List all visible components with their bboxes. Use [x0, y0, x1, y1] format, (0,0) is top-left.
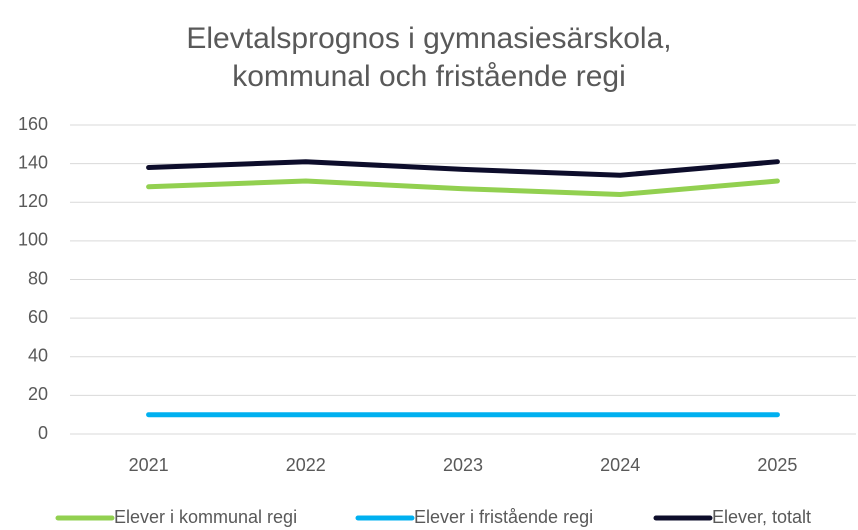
- line-series: [146, 178, 780, 198]
- legend-label: Elever i fristående regi: [414, 507, 593, 527]
- y-tick-label: 20: [28, 384, 48, 404]
- y-tick-label: 140: [18, 152, 48, 172]
- legend-label: Elever, totalt: [712, 507, 811, 527]
- y-tick-label: 100: [18, 230, 48, 250]
- y-tick-label: 0: [38, 423, 48, 443]
- line-series: [146, 159, 780, 178]
- x-tick-label: 2021: [129, 455, 169, 475]
- chart-title: kommunal och fristående regi: [232, 60, 626, 93]
- x-tick-label: 2024: [600, 455, 640, 475]
- y-tick-label: 40: [28, 346, 48, 366]
- y-tick-label: 60: [28, 307, 48, 327]
- y-tick-label: 80: [28, 268, 48, 288]
- chart-title: Elevtalsprognos i gymnasiesärskola,: [186, 22, 671, 55]
- x-tick-label: 2025: [757, 455, 797, 475]
- y-tick-label: 120: [18, 191, 48, 211]
- x-tick-label: 2023: [443, 455, 483, 475]
- y-tick-label: 160: [18, 114, 48, 134]
- legend-label: Elever i kommunal regi: [114, 507, 297, 527]
- x-tick-label: 2022: [286, 455, 326, 475]
